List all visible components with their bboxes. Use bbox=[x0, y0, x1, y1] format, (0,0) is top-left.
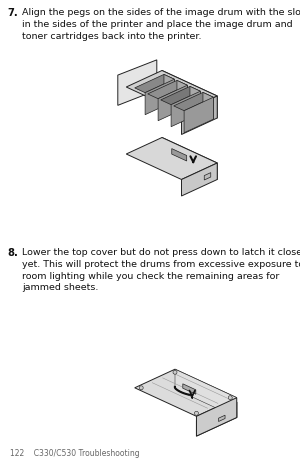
Polygon shape bbox=[145, 80, 174, 115]
Circle shape bbox=[173, 370, 177, 375]
Polygon shape bbox=[204, 173, 211, 181]
Text: Align the pegs on the sides of the image drum with the slots
in the sides of the: Align the pegs on the sides of the image… bbox=[22, 8, 300, 40]
Polygon shape bbox=[203, 93, 213, 120]
Polygon shape bbox=[182, 163, 217, 197]
Polygon shape bbox=[135, 369, 237, 416]
Polygon shape bbox=[196, 398, 237, 436]
Circle shape bbox=[139, 386, 143, 390]
Polygon shape bbox=[182, 97, 217, 135]
Circle shape bbox=[228, 396, 232, 400]
Circle shape bbox=[194, 412, 199, 415]
Polygon shape bbox=[164, 75, 174, 102]
Polygon shape bbox=[118, 61, 157, 106]
Polygon shape bbox=[148, 81, 187, 100]
Text: 7.: 7. bbox=[7, 8, 18, 18]
Polygon shape bbox=[126, 138, 217, 180]
Polygon shape bbox=[177, 81, 187, 108]
Polygon shape bbox=[162, 138, 217, 180]
Polygon shape bbox=[172, 149, 187, 162]
Polygon shape bbox=[175, 374, 237, 418]
Polygon shape bbox=[196, 402, 237, 436]
Text: 8.: 8. bbox=[7, 247, 18, 257]
Polygon shape bbox=[158, 86, 187, 121]
Polygon shape bbox=[184, 98, 213, 133]
Text: 122    C330/C530 Troubleshooting: 122 C330/C530 Troubleshooting bbox=[10, 448, 140, 457]
Text: Lower the top cover but do not press down to latch it closed
yet. This will prot: Lower the top cover but do not press dow… bbox=[22, 247, 300, 292]
Polygon shape bbox=[135, 75, 174, 94]
Polygon shape bbox=[162, 71, 217, 119]
Polygon shape bbox=[190, 87, 200, 114]
Polygon shape bbox=[183, 384, 196, 394]
Polygon shape bbox=[175, 369, 237, 418]
Polygon shape bbox=[175, 384, 237, 418]
Polygon shape bbox=[174, 93, 213, 112]
Polygon shape bbox=[161, 87, 200, 106]
Polygon shape bbox=[171, 92, 200, 127]
Polygon shape bbox=[126, 71, 217, 113]
Polygon shape bbox=[218, 415, 225, 422]
